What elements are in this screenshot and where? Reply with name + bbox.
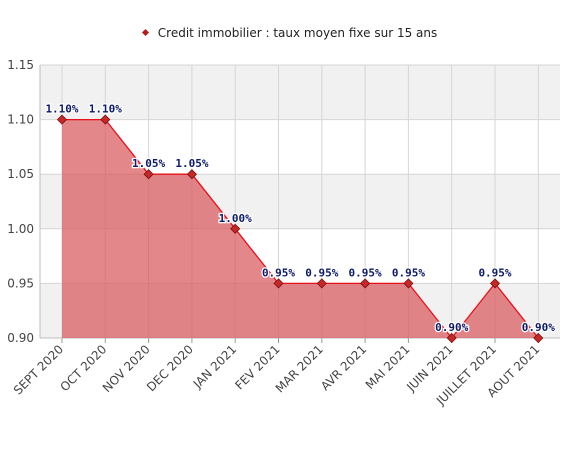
x-tick-label: SEPT 2020 (11, 342, 66, 397)
grid-band (40, 65, 560, 120)
data-point (360, 278, 371, 289)
data-point (143, 169, 154, 180)
data-point (230, 223, 241, 234)
data-point (489, 278, 501, 289)
series-line (62, 118, 539, 340)
data-point (100, 114, 111, 125)
data-label: 0.90% (522, 321, 555, 334)
data-label: 1.10% (45, 103, 78, 116)
data-point (56, 114, 68, 125)
y-tick-label: 0.95 (7, 276, 34, 290)
x-tick-label: JAN 2021 (190, 342, 239, 391)
data-point (533, 332, 544, 344)
data-point (186, 169, 197, 180)
y-tick-label: 1.15 (7, 58, 34, 72)
y-tick-label: 0.90 (7, 331, 34, 345)
data-label: 0.95% (349, 266, 382, 279)
data-point (403, 278, 414, 289)
data-label: 1.10% (89, 103, 122, 116)
x-tick-label: AVR 2021 (318, 342, 369, 393)
y-tick-label: 1.10 (7, 113, 34, 127)
data-label: 0.90% (435, 321, 468, 334)
data-label: 1.05% (132, 157, 165, 170)
data-point (446, 332, 457, 344)
data-label: 0.95% (262, 266, 295, 279)
x-tick-label: DEC 2020 (144, 342, 196, 394)
data-label: 1.00% (219, 212, 252, 225)
legend-label: Credit immobilier : taux moyen fixe sur … (157, 26, 438, 40)
data-label: 0.95% (392, 266, 425, 279)
data-point (273, 278, 284, 289)
y-tick-label: 1.05 (7, 167, 34, 181)
data-label: 0.95% (305, 266, 338, 279)
y-tick-label: 1.00 (7, 222, 34, 236)
data-label: 0.95% (478, 266, 511, 279)
x-tick-label: NOV 2020 (100, 342, 153, 395)
data-point (316, 278, 327, 289)
chart-legend[interactable]: Credit immobilier : taux moyen fixe sur … (0, 26, 580, 40)
data-label: 1.05% (175, 157, 208, 170)
